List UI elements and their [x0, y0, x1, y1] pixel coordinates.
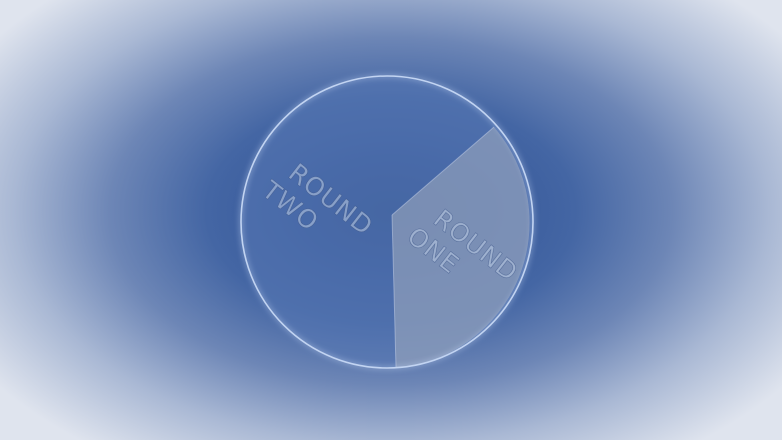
wheel	[240, 75, 534, 369]
slice-divider-upper	[391, 126, 495, 216]
wheel-segment-round-one[interactable]	[392, 127, 530, 368]
slice-divider-lower	[391, 214, 397, 369]
wheel-rim	[240, 75, 534, 369]
